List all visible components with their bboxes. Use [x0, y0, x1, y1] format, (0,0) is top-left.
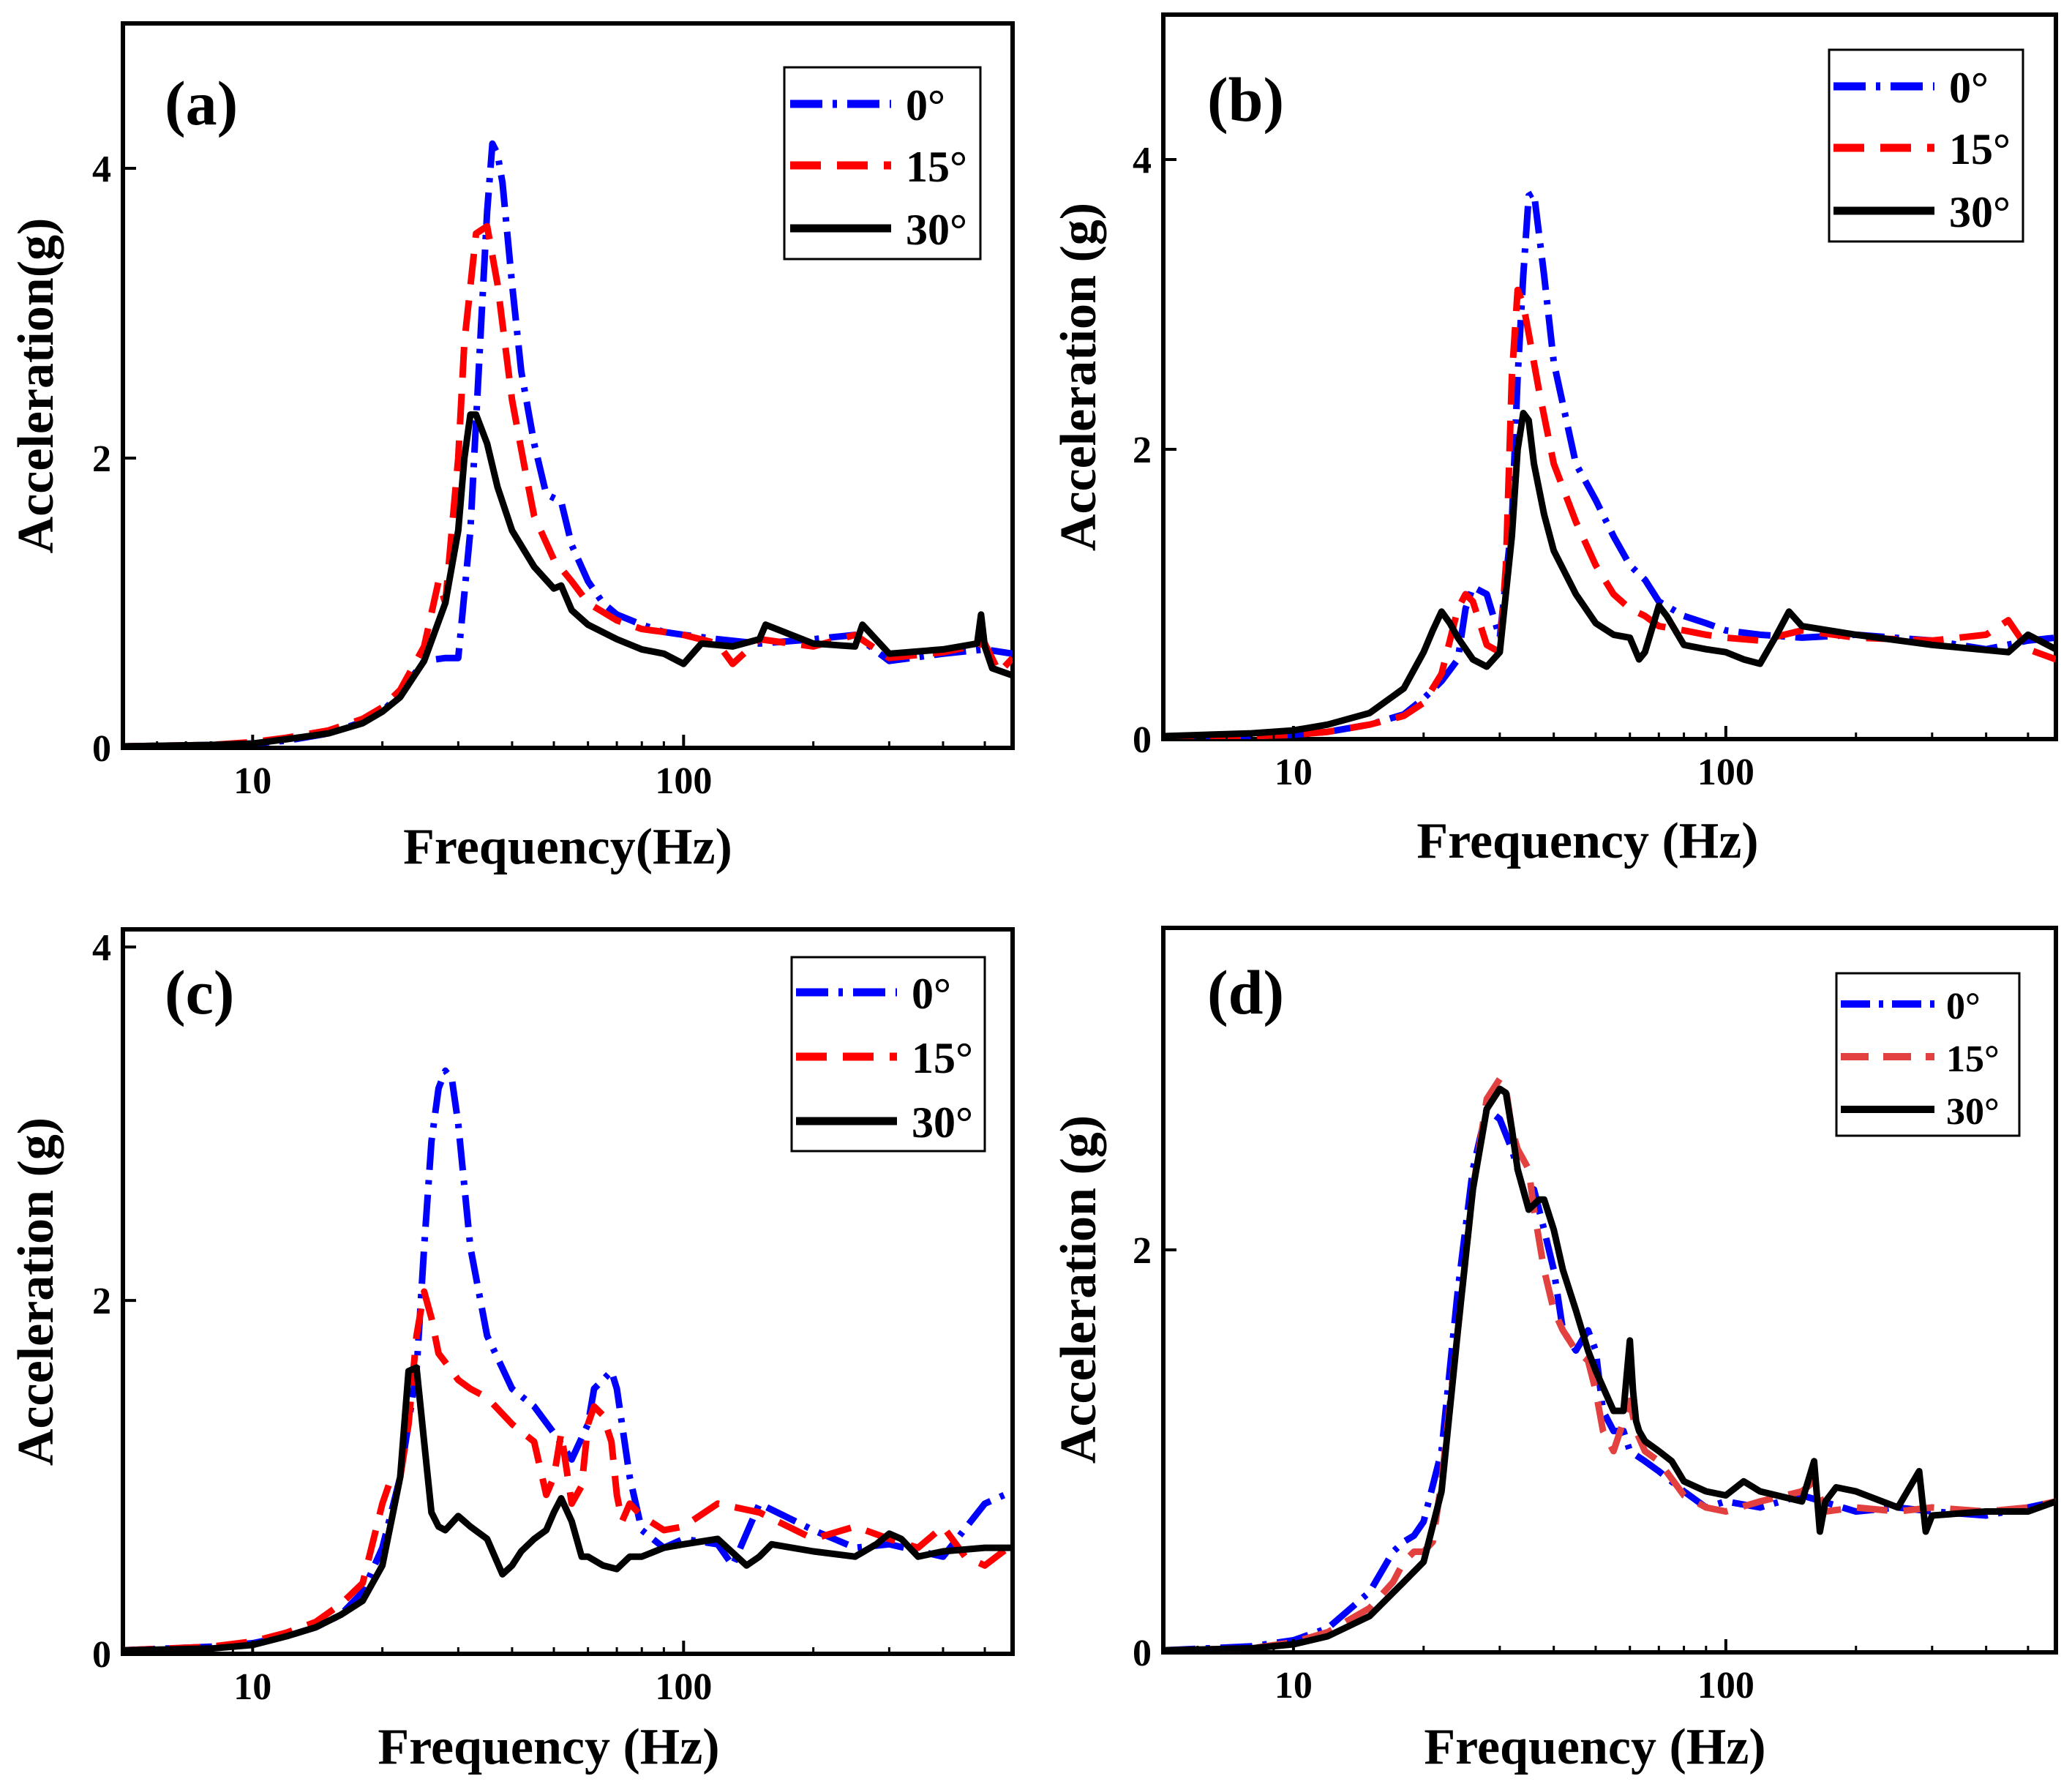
series-line-15deg: [1163, 286, 2056, 739]
y-tick-label: 0: [1133, 1633, 1152, 1674]
y-tick-label: 2: [1133, 1230, 1152, 1272]
legend: 0° 15° 30°: [1835, 972, 2021, 1137]
legend-label-2: 30°: [1949, 188, 2011, 236]
panel-a: 10 100 0 2 4 (a) Frequency(Hz) Acceleration(…: [8, 21, 1015, 875]
x-tick-label: 100: [1697, 752, 1754, 793]
ticks-layer: 10 100 0 2 4: [92, 149, 986, 802]
x-axis-label: Frequency (Hz): [1424, 1719, 1765, 1775]
panel-label: (a): [165, 68, 238, 138]
legend-label-1: 15°: [912, 1034, 973, 1082]
y-tick-label: 2: [92, 1281, 111, 1322]
legend-label-0: 0°: [906, 81, 945, 130]
y-tick-label: 4: [92, 927, 111, 969]
y-axis-label: Acceleration (g): [1051, 1115, 1107, 1464]
legend: 0° 15° 30°: [1828, 48, 2024, 243]
legend-label-1: 15°: [1949, 125, 2011, 173]
legend-label-0: 0°: [912, 970, 951, 1018]
plot-frame: [1161, 12, 2058, 741]
legend-label-2: 30°: [912, 1098, 973, 1147]
x-tick-label: 10: [1275, 752, 1313, 793]
y-axis-label: Acceleration (g): [8, 1117, 64, 1466]
x-axis-label: Frequency (Hz): [1416, 813, 1758, 869]
plot-frame: [1161, 926, 2058, 1655]
panel-b: 10 100 0 2 4 (b) Frequency (Hz) Acceleration…: [1051, 12, 2058, 869]
x-tick-label: 10: [233, 1666, 271, 1708]
y-tick-label: 4: [92, 149, 111, 190]
x-tick-label: 10: [1275, 1665, 1313, 1707]
series-line-15deg: [123, 1288, 1013, 1654]
ticks-layer: 10 100 0 2: [1133, 1230, 2030, 1707]
x-tick-label: 10: [233, 760, 271, 802]
series-layer: [1163, 1075, 2056, 1652]
series-layer: [123, 140, 1013, 748]
legend-label-1: 15°: [1946, 1038, 2000, 1080]
series-line-15deg: [123, 222, 1013, 748]
series-line-30deg: [123, 1364, 1013, 1654]
series-layer: [1163, 190, 2056, 739]
series-line-15deg: [1163, 1075, 2056, 1652]
panel-label: (d): [1207, 957, 1284, 1027]
series-line-0deg: [123, 1067, 1013, 1654]
x-axis-label: Frequency (Hz): [378, 1719, 719, 1775]
legend-label-2: 30°: [906, 206, 967, 254]
legend: 0° 15° 30°: [783, 66, 982, 261]
series-line-30deg: [123, 411, 1013, 748]
x-tick-label: 100: [655, 760, 712, 802]
panel-label: (b): [1207, 64, 1284, 135]
y-tick-label: 2: [92, 438, 111, 480]
plot-frame: [121, 927, 1015, 1656]
y-tick-label: 0: [92, 1634, 111, 1676]
series-line-30deg: [1163, 410, 2056, 739]
series-line-0deg: [1163, 190, 2056, 739]
y-tick-label: 0: [92, 728, 111, 770]
legend-label-2: 30°: [1946, 1091, 2000, 1133]
legend: 0° 15° 30°: [790, 956, 986, 1153]
y-axis-label: Acceleration (g): [1051, 203, 1107, 551]
legend-label-0: 0°: [1949, 64, 1989, 112]
x-tick-label: 100: [655, 1666, 712, 1708]
series-line-0deg: [1163, 1106, 2056, 1652]
ticks-layer: 10 100 0 2 4: [1133, 140, 2030, 793]
legend-label-1: 15°: [906, 143, 967, 191]
series-line-30deg: [1163, 1085, 2056, 1652]
ticks-layer: 10 100 0 2 4: [92, 927, 986, 1708]
panel-d: 10 100 0 2 (d) Frequency (Hz) Acceleration …: [1051, 926, 2058, 1775]
y-axis-label: Acceleration(g): [8, 218, 64, 554]
x-tick-label: 100: [1697, 1665, 1754, 1707]
series-layer: [123, 1067, 1013, 1654]
y-tick-label: 4: [1133, 140, 1152, 181]
x-axis-label: Frequency(Hz): [403, 819, 732, 875]
y-tick-label: 0: [1133, 719, 1152, 761]
panel-label: (c): [165, 957, 234, 1027]
plot-frame: [121, 21, 1015, 750]
y-tick-label: 2: [1133, 430, 1152, 471]
panel-c: 10 100 0 2 4 (c) Frequency (Hz) Acceleration…: [8, 927, 1015, 1775]
legend-label-0: 0°: [1946, 986, 1981, 1027]
